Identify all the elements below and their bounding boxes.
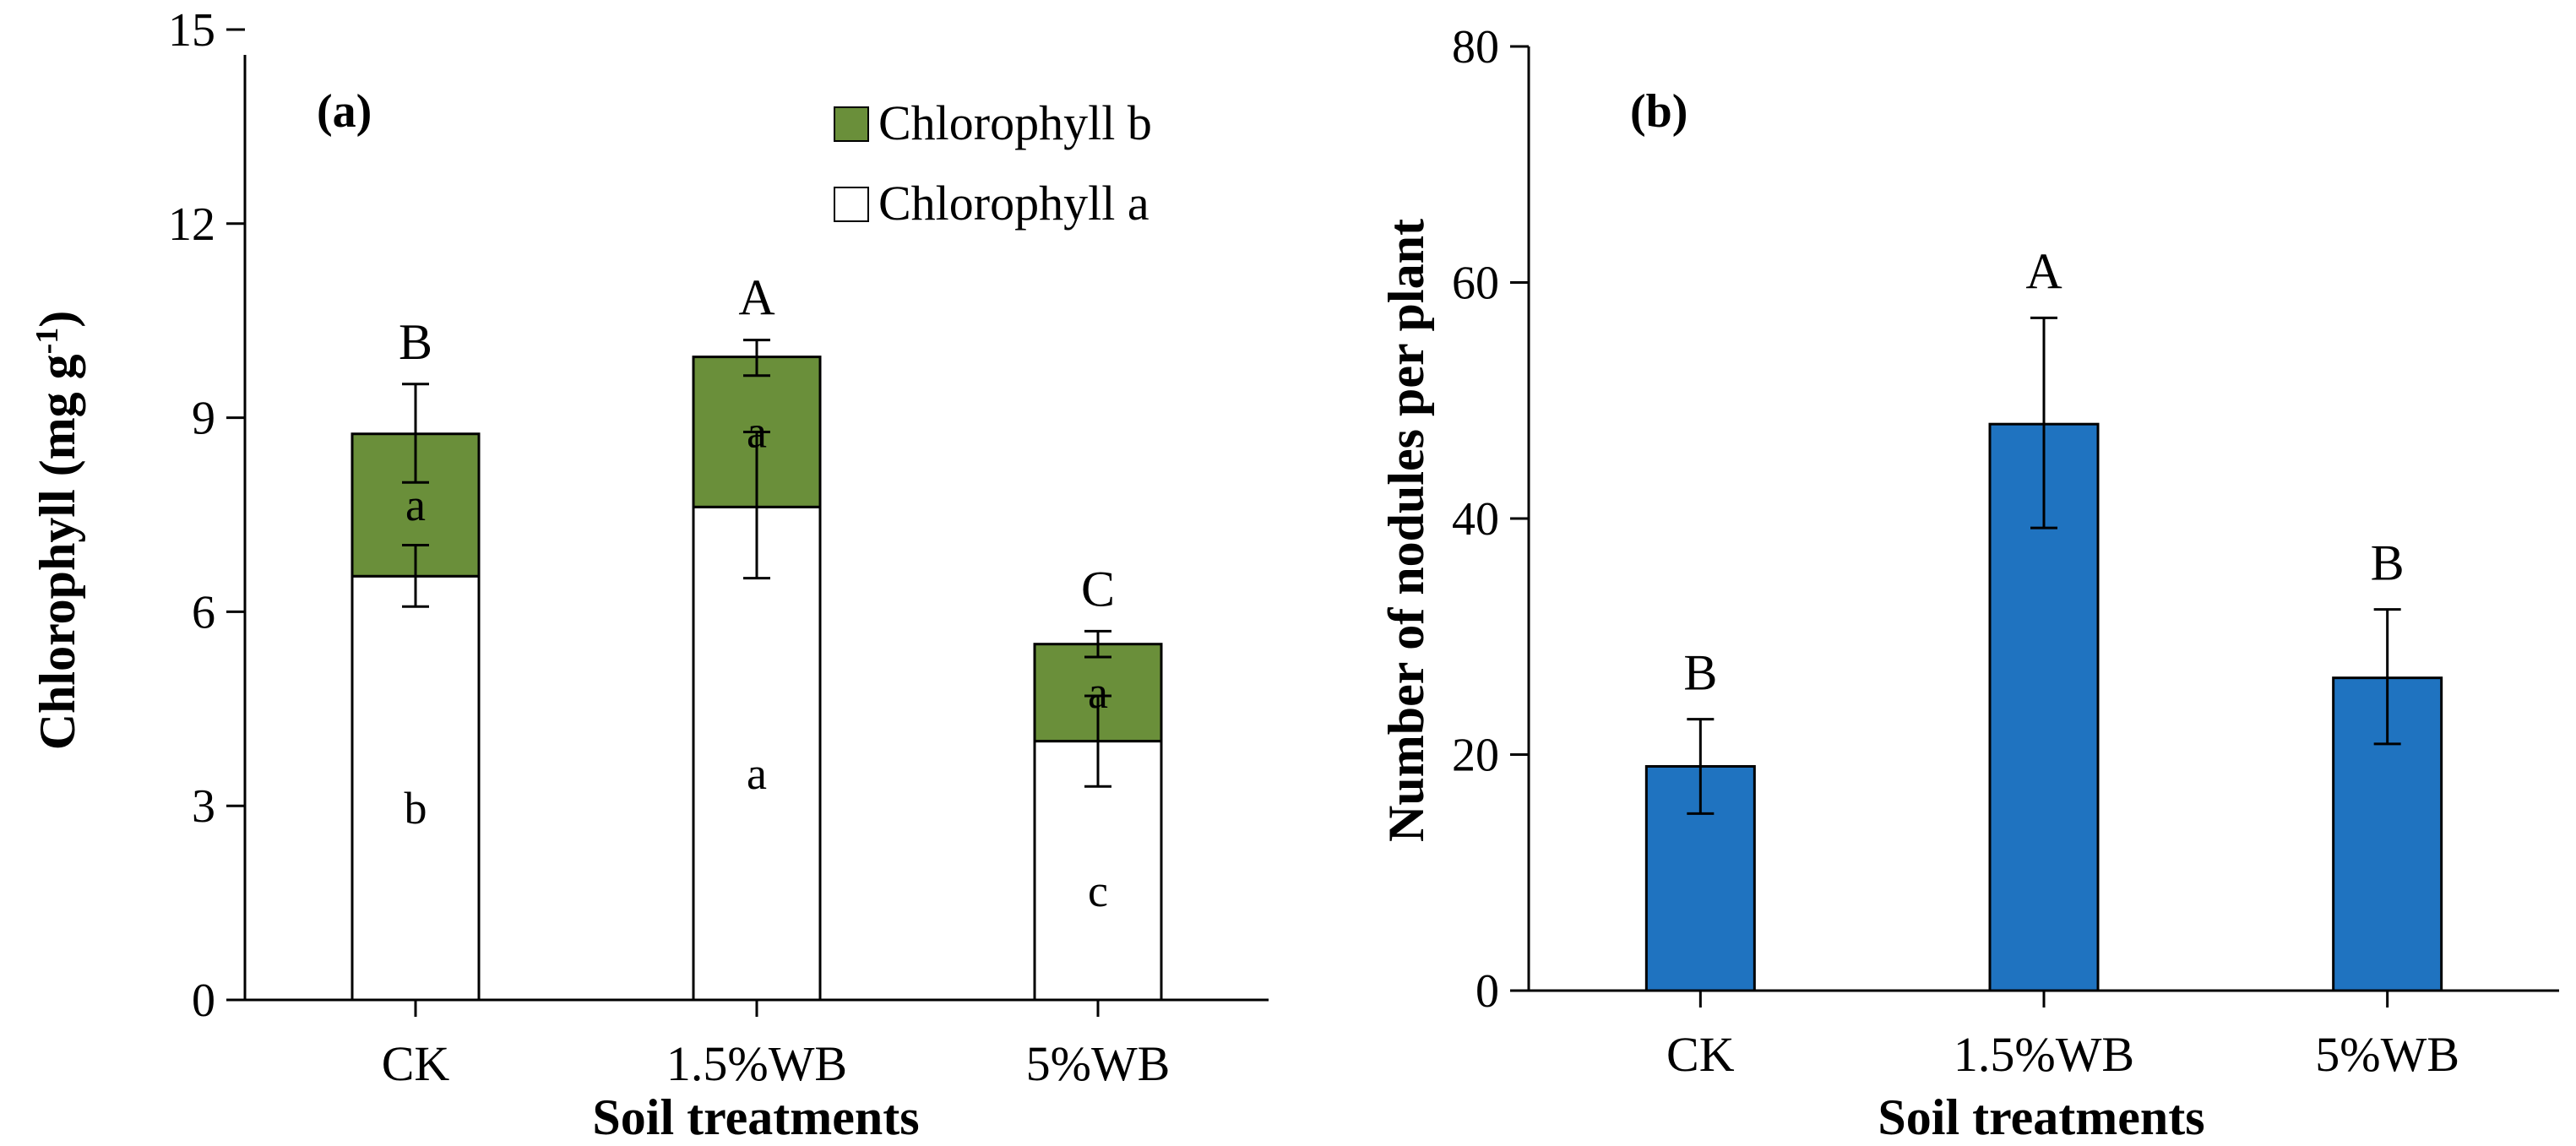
panel-b-y-tick-label: 40 bbox=[1452, 493, 1499, 546]
panel-a-label: (a) bbox=[317, 85, 372, 138]
panel-a-y-tick-label: 9 bbox=[192, 393, 215, 445]
panel-a-letter-chlorophyll-a: c bbox=[1088, 866, 1108, 916]
panel-a-y-axis-title-main: Chlorophyll (mg g bbox=[30, 354, 85, 750]
panel-a-x-tick-label: CK bbox=[382, 1036, 450, 1091]
panel-b-y-axis-title: Number of nodules per plant bbox=[1378, 219, 1434, 842]
panel-b-letter: B bbox=[1683, 645, 1717, 701]
panel-a-y-axis-title-end: ) bbox=[30, 311, 85, 328]
panel-a-letter-chlorophyll-b: a bbox=[747, 406, 767, 457]
panel-a-x-tick-label: 5%WB bbox=[1026, 1036, 1171, 1091]
panel-a-legend: Chlorophyll b Chlorophyll a bbox=[834, 95, 1152, 231]
legend-swatch-chlorophyll-a bbox=[834, 187, 869, 222]
panel-a-y-axis-title-superscript: -1 bbox=[30, 328, 65, 355]
panel-b-nodules-chart: B A B 0 20 40 60 80 CK 1.5%WB 5%WB (b) Number of… bbox=[1378, 21, 2559, 1145]
panel-a-y-tick-label: 6 bbox=[192, 586, 215, 638]
panel-b-y-tick-label: 20 bbox=[1452, 730, 1499, 782]
panel-b-error-bars bbox=[1687, 316, 2401, 815]
panel-a-y-tick-label: 0 bbox=[192, 975, 215, 1027]
panel-a-y-ticks: 0 3 6 9 12 15 bbox=[168, 4, 245, 1027]
panel-a-y-tick-label: 12 bbox=[168, 198, 215, 251]
panel-a-letter-chlorophyll-b: a bbox=[1088, 667, 1108, 718]
legend-label-chlorophyll-a: Chlorophyll a bbox=[878, 176, 1149, 231]
panel-a-letter-total: A bbox=[738, 270, 774, 326]
panel-a-letter-chlorophyll-b: a bbox=[405, 480, 426, 530]
panel-a-y-tick-label: 3 bbox=[192, 780, 215, 833]
panel-a-bar-chlorophyll-a bbox=[351, 574, 481, 1002]
panel-b-x-tick-label: 5%WB bbox=[2315, 1027, 2459, 1082]
legend-swatch-chlorophyll-b bbox=[834, 106, 869, 142]
panel-b-x-tick-label: 1.5%WB bbox=[1954, 1027, 2134, 1082]
panel-a-x-tick-labels: CK 1.5%WB 5%WB bbox=[382, 1000, 1171, 1091]
panel-b-significance-letters: B A B bbox=[1683, 243, 2404, 700]
panel-a-letter-chlorophyll-a: b bbox=[405, 783, 427, 834]
panel-b-x-tick-labels: CK 1.5%WB 5%WB bbox=[1666, 991, 2459, 1082]
panel-a-error-bars bbox=[402, 339, 1111, 788]
panel-a-y-axis-title: Chlorophyll (mg g-1) bbox=[30, 311, 85, 751]
panel-b-y-ticks: 0 20 40 60 80 bbox=[1452, 21, 1529, 1018]
panel-a-letter-total: B bbox=[399, 314, 432, 370]
panel-a-letter-chlorophyll-a: a bbox=[747, 748, 767, 799]
legend-label-chlorophyll-b: Chlorophyll b bbox=[878, 95, 1152, 150]
panel-b-letter: B bbox=[2371, 535, 2405, 591]
panel-b-y-tick-label: 60 bbox=[1452, 258, 1499, 310]
panel-b-letter: A bbox=[2025, 243, 2062, 299]
panel-b-y-tick-label: 80 bbox=[1452, 21, 1499, 73]
panel-a-x-axis-title: Soil treatments bbox=[592, 1089, 919, 1145]
panel-b-label: (b) bbox=[1630, 85, 1687, 138]
panel-a-letter-total: C bbox=[1081, 561, 1115, 616]
panel-a-x-tick-label: 1.5%WB bbox=[666, 1036, 847, 1091]
panel-b-x-axis-title: Soil treatments bbox=[1878, 1089, 2204, 1145]
panel-b-y-tick-label: 0 bbox=[1475, 965, 1499, 1018]
panel-a-y-tick-label: 15 bbox=[168, 4, 215, 57]
panel-b-x-tick-label: CK bbox=[1666, 1027, 1735, 1082]
